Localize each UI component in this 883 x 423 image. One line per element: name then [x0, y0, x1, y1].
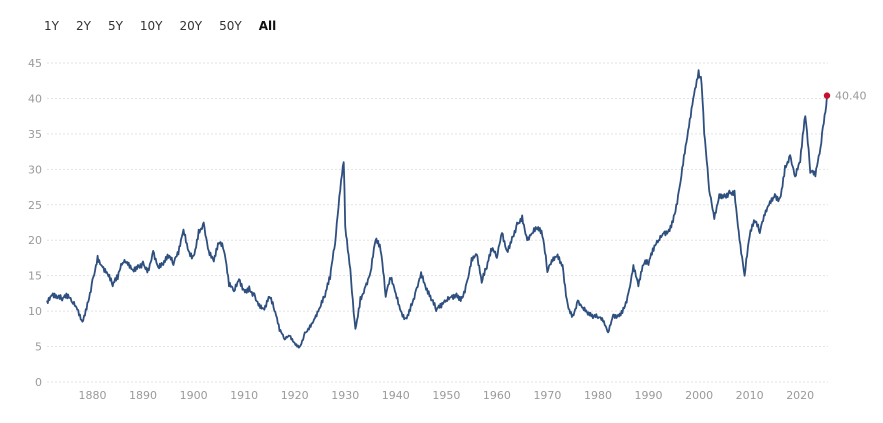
x-tick-label: 1960 — [483, 389, 511, 402]
last-value-label: 40.40 — [835, 90, 867, 103]
y-axis-ticks: 0 5 10 15 20 25 30 35 40 45 — [28, 57, 42, 389]
y-tick-label: 35 — [28, 128, 42, 141]
range-tab-2y[interactable]: 2Y — [75, 19, 91, 33]
x-tick-label: 2000 — [685, 389, 713, 402]
y-tick-label: 10 — [28, 305, 42, 318]
y-tick-label: 20 — [28, 234, 42, 247]
x-tick-label: 1950 — [432, 389, 460, 402]
gridlines — [47, 62, 828, 383]
x-tick-label: 1940 — [382, 389, 410, 402]
x-tick-label: 1910 — [230, 389, 258, 402]
y-tick-label: 5 — [35, 341, 42, 354]
x-tick-label: 1880 — [78, 389, 106, 402]
x-tick-label: 2010 — [736, 389, 764, 402]
y-tick-label: 25 — [28, 199, 42, 212]
x-tick-label: 1970 — [533, 389, 561, 402]
range-tab-20y[interactable]: 20Y — [179, 19, 203, 33]
range-tab-all[interactable]: All — [258, 19, 277, 33]
range-tab-1y[interactable]: 1Y — [44, 19, 59, 33]
x-tick-label: 1900 — [180, 389, 208, 402]
x-tick-label: 1890 — [129, 389, 157, 402]
range-tab-5y[interactable]: 5Y — [107, 19, 123, 33]
y-tick-label: 15 — [28, 270, 42, 283]
y-tick-label: 40 — [28, 92, 42, 105]
y-tick-label: 30 — [28, 163, 42, 176]
series-line[interactable] — [46, 69, 828, 349]
last-value-marker[interactable] — [823, 92, 831, 99]
y-tick-label: 0 — [35, 376, 42, 389]
x-tick-label: 1930 — [331, 389, 359, 402]
x-tick-label: 2020 — [786, 389, 814, 402]
x-tick-label: 1990 — [635, 389, 663, 402]
x-tick-label: 1920 — [281, 389, 309, 402]
range-selector: 1Y 2Y 5Y 10Y 20Y 50Y All — [44, 16, 293, 36]
y-tick-label: 45 — [28, 57, 42, 70]
x-axis-ticks: 1880 1890 1900 1910 1920 1930 1940 1950 1960 1970… — [78, 389, 814, 402]
x-tick-label: 1980 — [584, 389, 612, 402]
range-tab-50y[interactable]: 50Y — [219, 19, 242, 33]
range-tab-10y[interactable]: 10Y — [139, 19, 163, 33]
